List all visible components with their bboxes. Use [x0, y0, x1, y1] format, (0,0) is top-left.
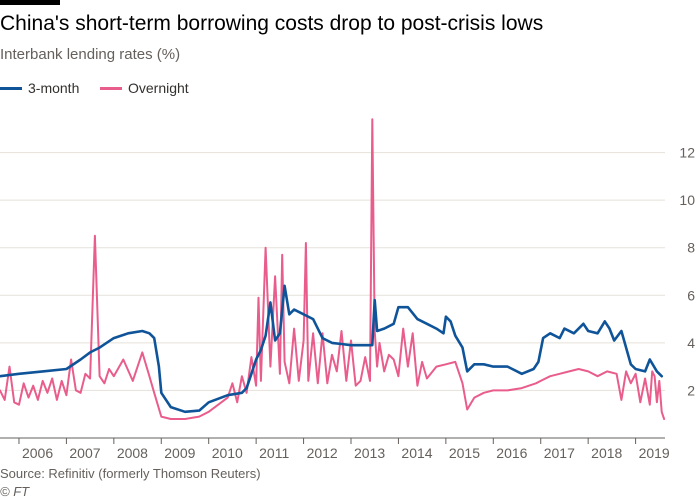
x-tick-label-2017: 2017 [544, 445, 575, 461]
y-tick-label-8: 8 [687, 240, 695, 256]
series-line-3-month [0, 284, 663, 414]
x-tick-label-2014: 2014 [401, 445, 432, 461]
y-tick-label-2: 2 [687, 382, 695, 398]
x-tick-label-2015: 2015 [449, 445, 480, 461]
y-tick-label-4: 4 [687, 335, 695, 351]
series-line-overnight [0, 118, 666, 420]
legend-item-overnight: Overnight [100, 80, 189, 96]
copyright-credit: © FT [0, 484, 30, 499]
legend-item-3-month: 3-month [0, 80, 79, 96]
x-tick-label-2012: 2012 [307, 445, 338, 461]
chart-subtitle: Interbank lending rates (%) [0, 46, 181, 63]
x-tick-label-2008: 2008 [117, 445, 148, 461]
legend-label-3-month: 3-month [28, 80, 80, 96]
x-tick-label-2016: 2016 [496, 445, 527, 461]
y-tick-label-6: 6 [687, 287, 695, 303]
x-tick-label-2006: 2006 [22, 445, 53, 461]
source-note: Source: Refinitiv (formerly Thomson Reut… [0, 466, 261, 481]
brand-bar [0, 0, 60, 5]
legend-label-overnight: Overnight [128, 80, 189, 96]
legend-swatch-overnight [100, 86, 122, 90]
x-tick-label-2009: 2009 [164, 445, 195, 461]
x-tick-label-2007: 2007 [69, 445, 100, 461]
legend-swatch-3-month [0, 86, 22, 90]
x-tick-label-2010: 2010 [212, 445, 243, 461]
x-tick-label-2019: 2019 [639, 445, 670, 461]
x-tick-label-2011: 2011 [259, 445, 289, 461]
y-tick-label-12: 12 [679, 145, 695, 161]
y-tick-label-10: 10 [679, 192, 695, 208]
chart-title: China's short-term borrowing costs drop … [0, 12, 544, 35]
x-tick-label-2013: 2013 [354, 445, 385, 461]
x-tick-label-2018: 2018 [591, 445, 622, 461]
